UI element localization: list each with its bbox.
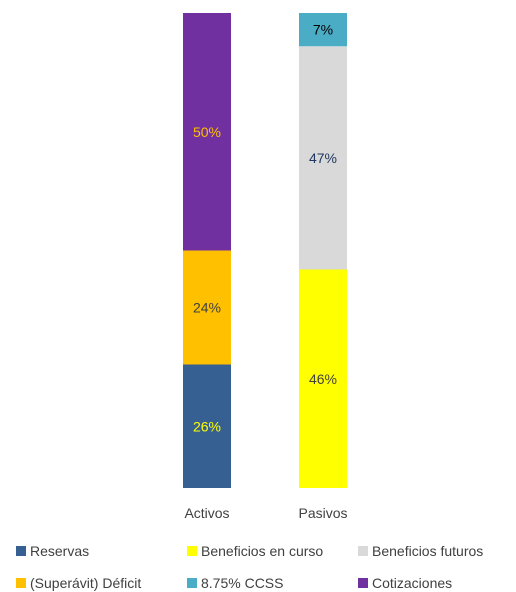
legend-label: Cotizaciones — [372, 575, 453, 591]
legend-swatch — [16, 578, 26, 588]
bar-segment-pasivos-1 — [299, 46, 347, 270]
data-label-activos-0: 26% — [193, 418, 221, 434]
legend-swatch — [358, 546, 368, 556]
x-tick-label-activos: Activos — [184, 505, 229, 521]
legend: Reservas Beneficios en curso Beneficios fu… — [0, 540, 516, 592]
bar-segment-pasivos-2 — [299, 13, 347, 47]
bar-segment-activos-0 — [183, 364, 231, 488]
legend-label: 8.75% CCSS — [201, 575, 284, 591]
data-label-pasivos-2: 7% — [313, 22, 333, 38]
legend-item: Reservas — [16, 543, 89, 559]
stacked-bar-chart: 26% 24% 50% Activos 46% 47% 7% Pasivos — [183, 13, 348, 521]
data-label-pasivos-0: 46% — [309, 371, 337, 387]
data-label-activos-1: 24% — [193, 300, 221, 316]
legend-label: (Superávit) Déficit — [30, 575, 142, 591]
legend-label: Reservas — [30, 543, 90, 559]
legend-item: (Superávit) Déficit — [16, 575, 141, 591]
data-label-pasivos-1: 47% — [309, 150, 337, 166]
legend-item: 8.75% CCSS — [187, 575, 283, 591]
bar-segment-activos-1 — [183, 250, 231, 365]
legend-swatch — [187, 546, 197, 556]
legend-label: Beneficios en curso — [201, 543, 324, 559]
legend-swatch — [16, 546, 26, 556]
bar-segment-activos-2 — [183, 13, 231, 251]
data-label-activos-2: 50% — [193, 124, 221, 140]
legend-label: Beneficios futuros — [372, 543, 484, 559]
bar-segment-pasivos-0 — [299, 269, 347, 488]
legend-item: Cotizaciones — [358, 575, 452, 591]
legend-swatch — [358, 578, 368, 588]
legend-item: Beneficios en curso — [187, 543, 323, 559]
legend-swatch — [187, 578, 197, 588]
legend-item: Beneficios futuros — [358, 543, 483, 559]
x-tick-label-pasivos: Pasivos — [298, 505, 347, 521]
